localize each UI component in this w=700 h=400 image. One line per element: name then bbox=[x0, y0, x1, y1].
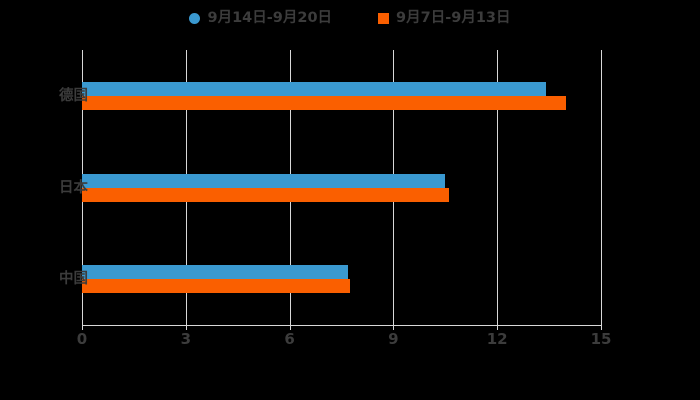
x-axis-tick-label: 3 bbox=[180, 330, 192, 348]
gridline bbox=[497, 50, 499, 325]
x-axis-line bbox=[82, 325, 602, 326]
x-axis-tick-mark bbox=[289, 325, 291, 330]
bar-series-1 bbox=[82, 173, 446, 188]
bar-series-1 bbox=[82, 265, 349, 280]
legend-label-series-1: 9月14日-9月20日 bbox=[207, 9, 333, 26]
bar-series-2 bbox=[82, 279, 351, 294]
x-axis-tick-label: 12 bbox=[486, 330, 508, 348]
gridline bbox=[601, 50, 602, 325]
x-axis-tick-label: 15 bbox=[590, 330, 612, 348]
x-axis-tick-label: 9 bbox=[388, 330, 399, 348]
plot-area bbox=[82, 50, 602, 325]
square-marker-icon bbox=[378, 12, 390, 24]
circle-marker-icon bbox=[189, 12, 201, 24]
y-axis-category-label: 中国 bbox=[59, 271, 88, 288]
x-axis-tick-mark bbox=[393, 325, 395, 330]
bar-series-2 bbox=[82, 187, 449, 202]
x-axis-tick-mark bbox=[82, 325, 83, 330]
x-axis-tick-label: 0 bbox=[76, 330, 88, 348]
x-axis-tick-mark bbox=[497, 325, 499, 330]
y-axis-category-label: 德国 bbox=[59, 87, 88, 104]
chart-legend: 9月14日-9月20日 9月7日-9月13日 bbox=[0, 6, 700, 30]
legend-item-series-1[interactable]: 9月14日-9月20日 bbox=[189, 11, 332, 26]
bar-series-1 bbox=[82, 81, 546, 96]
x-axis-tick-mark bbox=[185, 325, 187, 330]
y-axis-category-label: 日本 bbox=[59, 179, 88, 196]
legend-label-series-2: 9月7日-9月13日 bbox=[396, 9, 511, 26]
bar-series-2 bbox=[82, 95, 567, 110]
legend-item-series-2[interactable]: 9月7日-9月13日 bbox=[378, 9, 511, 26]
x-axis-tick-mark bbox=[601, 325, 602, 330]
x-axis-tick-label: 6 bbox=[284, 330, 295, 348]
